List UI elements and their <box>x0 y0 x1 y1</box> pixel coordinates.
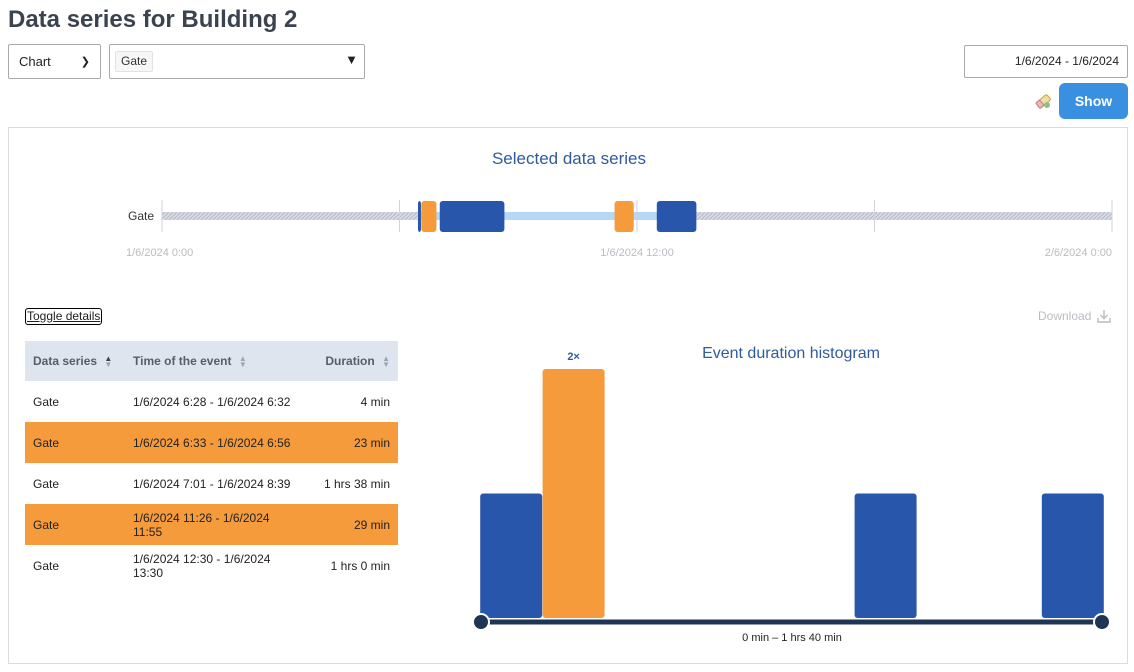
sort-icon: ▲ ▼ <box>238 353 247 369</box>
date-range-input[interactable]: 1/6/2024 - 1/6/2024 <box>964 45 1128 78</box>
page-title: Data series for Building 2 <box>8 6 298 33</box>
range-handle-left[interactable] <box>472 613 490 631</box>
table-row[interactable]: Gate 1/6/2024 6:28 - 1/6/2024 6:32 4 min <box>25 381 398 422</box>
timeline-tick-label: 2/6/2024 0:00 <box>1045 247 1112 259</box>
histogram-title: Event duration histogram <box>702 345 880 362</box>
download-icon <box>1097 310 1112 323</box>
timeline-event-bar[interactable] <box>421 201 437 232</box>
column-header-duration[interactable]: Duration ▲ ▼ <box>305 341 398 381</box>
timeline-tick-label: 1/6/2024 12:00 <box>600 247 673 259</box>
timeline-event-bar[interactable] <box>614 201 634 232</box>
timeline-chart: Selected data series Gate 1/6/2024 0:00 1… <box>126 149 1113 259</box>
download-link[interactable]: Download <box>1038 309 1112 323</box>
table-row[interactable]: Gate 1/6/2024 11:26 - 1/6/2024 11:55 29 … <box>25 504 398 545</box>
timeline-data-range <box>417 212 697 220</box>
range-handle-right[interactable] <box>1093 613 1111 631</box>
cell-time: 1/6/2024 6:33 - 1/6/2024 6:56 <box>125 422 305 463</box>
cell-duration: 1 hrs 0 min <box>330 558 390 573</box>
events-table: Data series ▲ ▼ Time of the event ▲ ▼ Dura… <box>25 341 398 586</box>
timeline-tick-label: 1/6/2024 0:00 <box>126 247 193 259</box>
sort-icon: ▲ ▼ <box>382 353 390 369</box>
cell-series: Gate <box>33 394 60 409</box>
chevron-down-icon: ❯ <box>80 56 90 68</box>
timeline-event-bar[interactable] <box>439 201 505 232</box>
toggle-details-link[interactable]: Toggle details <box>25 308 103 325</box>
cell-duration: 1 hrs 38 min <box>323 476 390 491</box>
timeline-event-bar[interactable] <box>417 201 421 232</box>
cell-time: 1/6/2024 7:01 - 1/6/2024 8:39 <box>133 476 291 491</box>
eraser-icon[interactable] <box>1033 91 1053 111</box>
column-header-data-series[interactable]: Data series ▲ ▼ <box>25 341 125 381</box>
cell-time: 1/6/2024 6:28 - 1/6/2024 6:32 <box>133 394 291 409</box>
table-row[interactable]: Gate 1/6/2024 12:30 - 1/6/2024 13:30 1 h… <box>25 545 398 586</box>
cell-duration: 23 min <box>305 422 398 463</box>
table-row[interactable]: Gate 1/6/2024 6:33 - 1/6/2024 6:56 23 mi… <box>25 422 398 463</box>
view-select[interactable]: Chart ❯ <box>8 44 101 79</box>
histogram-bar[interactable] <box>854 493 917 619</box>
cell-time: 1/6/2024 11:26 - 1/6/2024 11:55 <box>125 504 305 545</box>
timeline-event-bar[interactable] <box>656 201 697 232</box>
timeline-title: Selected data series <box>492 149 646 168</box>
timeline-series-label: Gate <box>128 209 154 223</box>
chart-panel: Selected data series Gate 1/6/2024 0:00 1… <box>8 127 1128 664</box>
histogram-bar[interactable] <box>480 493 543 619</box>
cell-duration: 29 min <box>305 504 398 545</box>
cell-time: 1/6/2024 12:30 - 1/6/2024 13:30 <box>133 551 271 580</box>
cell-series: Gate <box>33 558 60 573</box>
table-row[interactable]: Gate 1/6/2024 7:01 - 1/6/2024 8:39 1 hrs… <box>25 463 398 504</box>
show-button[interactable]: Show <box>1059 83 1128 119</box>
download-label: Download <box>1038 309 1092 323</box>
sort-icon: ▲ ▼ <box>104 353 113 369</box>
histogram-bar-label: 2× <box>567 351 580 363</box>
series-tag[interactable]: Gate <box>115 51 154 72</box>
histogram-bar[interactable] <box>542 369 605 618</box>
cell-duration: 4 min <box>360 394 390 409</box>
column-header-time[interactable]: Time of the event ▲ ▼ <box>125 341 305 381</box>
cell-series: Gate <box>25 504 125 545</box>
cell-series: Gate <box>33 476 60 491</box>
histogram-range-label: 0 min – 1 hrs 40 min <box>742 632 842 644</box>
series-select[interactable]: Gate ▼ <box>109 44 365 79</box>
table-header-row: Data series ▲ ▼ Time of the event ▲ ▼ Dura… <box>25 341 398 381</box>
cell-series: Gate <box>25 422 125 463</box>
dropdown-arrow-icon[interactable]: ▼ <box>345 52 358 67</box>
view-select-value: Chart <box>19 54 51 69</box>
histogram-bar[interactable] <box>1041 493 1104 619</box>
